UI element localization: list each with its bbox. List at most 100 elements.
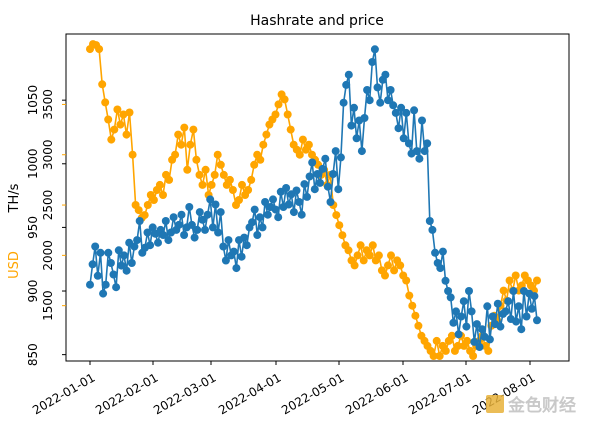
x-tick-label: 2022-05-01 [279, 370, 346, 417]
data-point [128, 150, 137, 159]
data-point [402, 108, 411, 117]
data-point [225, 175, 234, 184]
y-right-tick-label: 2000 [41, 240, 55, 271]
data-point [436, 264, 445, 273]
data-point [213, 150, 222, 159]
data-point [344, 246, 353, 255]
data-point [335, 221, 344, 230]
data-point [305, 172, 314, 181]
data-point [198, 215, 207, 224]
data-point [271, 205, 280, 214]
data-point [465, 287, 473, 295]
data-point [411, 311, 420, 320]
data-point [313, 170, 322, 178]
data-point [263, 210, 272, 219]
series-hashrate [86, 45, 541, 351]
y-left-tick-label: 900 [26, 280, 40, 303]
data-point [316, 178, 324, 187]
data-point [386, 86, 395, 94]
data-point [88, 260, 97, 269]
data-point [228, 186, 237, 194]
data-point [415, 154, 424, 163]
data-point [504, 297, 513, 306]
data-point [493, 299, 502, 308]
data-point [505, 276, 514, 285]
data-point [259, 140, 268, 149]
data-point [125, 108, 134, 117]
data-point [326, 198, 335, 206]
data-point [359, 256, 368, 265]
data-point [133, 236, 142, 245]
data-point [208, 223, 217, 232]
y-right-tick-label: 3000 [41, 139, 55, 170]
data-point [323, 182, 332, 191]
data-point [256, 155, 265, 164]
data-point [452, 307, 460, 316]
data-point [472, 320, 481, 329]
data-point [114, 246, 123, 255]
data-point [404, 139, 413, 148]
data-point [402, 276, 411, 285]
data-point [300, 180, 309, 189]
data-point [533, 276, 541, 285]
data-point [444, 287, 453, 295]
data-point [247, 175, 256, 184]
x-tick-label: 2022-07-01 [406, 370, 473, 417]
data-point [203, 210, 212, 219]
data-point [235, 196, 243, 204]
y-right-tick-label: 3500 [41, 89, 55, 120]
data-point [342, 80, 351, 89]
data-point [418, 116, 426, 125]
data-point [117, 261, 126, 270]
data-point [161, 217, 170, 225]
data-point [185, 203, 194, 211]
data-point [216, 208, 225, 217]
data-point [462, 322, 471, 331]
data-point [159, 191, 167, 199]
data-point [391, 108, 400, 117]
data-point [496, 322, 505, 331]
data-point [517, 325, 526, 334]
data-point [397, 103, 406, 112]
data-point [261, 198, 270, 206]
data-point [463, 336, 472, 345]
data-point [483, 302, 492, 311]
data-point [435, 352, 444, 360]
data-point [135, 217, 144, 225]
data-point [387, 251, 395, 260]
y-right-tick-label: 1500 [41, 290, 55, 321]
data-point [350, 103, 358, 112]
data-point [347, 121, 356, 130]
data-point [423, 139, 432, 148]
data-point [95, 45, 104, 54]
y-axis-right-label: USD [7, 251, 22, 279]
data-point [258, 223, 267, 232]
data-point [101, 98, 110, 107]
data-point [352, 134, 361, 143]
data-point [93, 271, 102, 280]
data-point [527, 304, 536, 313]
data-point [186, 140, 195, 149]
data-point [432, 336, 441, 345]
data-point [488, 312, 497, 321]
data-point [104, 248, 113, 257]
x-tick-label: 2022-04-01 [216, 370, 283, 417]
data-point [143, 201, 152, 209]
data-point [441, 276, 450, 285]
data-point [485, 335, 494, 344]
data-point [446, 293, 455, 302]
data-point [530, 292, 539, 301]
data-point [467, 307, 476, 316]
data-point [224, 236, 233, 245]
data-point [219, 170, 228, 179]
data-point [334, 185, 343, 194]
data-point [192, 155, 201, 164]
data-point [237, 252, 246, 261]
data-point [164, 236, 173, 245]
data-point [298, 135, 307, 144]
data-point [373, 83, 382, 92]
data-point [149, 196, 158, 204]
data-point [165, 175, 174, 184]
data-point [232, 264, 241, 273]
